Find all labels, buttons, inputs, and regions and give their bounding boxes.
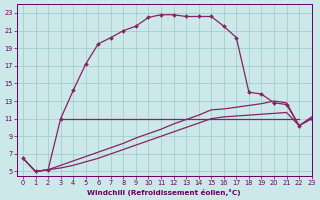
X-axis label: Windchill (Refroidissement éolien,°C): Windchill (Refroidissement éolien,°C) (87, 189, 241, 196)
